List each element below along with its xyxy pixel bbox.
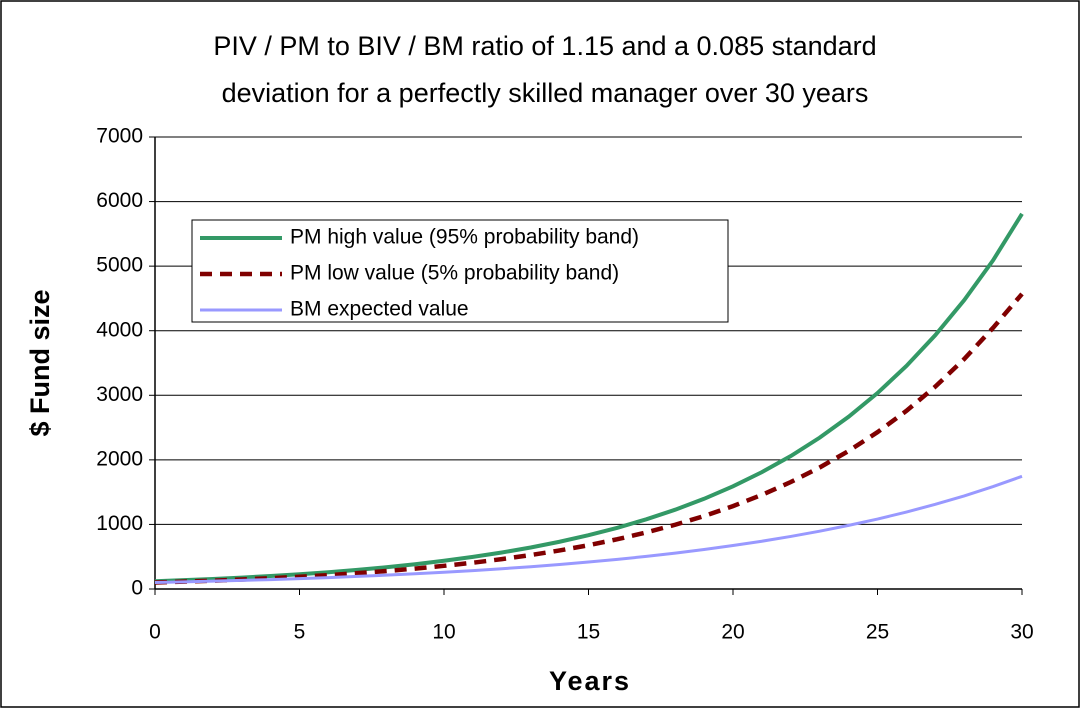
y-tick-label: 7000 (96, 125, 143, 148)
series-line (154, 474, 1023, 585)
legend-label: BM expected value (290, 298, 469, 321)
x-tick-label: 10 (432, 621, 455, 644)
x-tick-label: 30 (1010, 621, 1033, 644)
x-tick-label: 20 (721, 621, 744, 644)
series-line (154, 212, 1024, 584)
legend-label: PM high value (95% probability band) (290, 226, 639, 249)
y-tick-label: 0 (131, 577, 143, 600)
x-tick-label: 15 (577, 621, 600, 644)
chart-title: PIV / PM to BIV / BM ratio of 1.15 and a… (213, 31, 876, 61)
legend-label: PM low value (5% probability band) (290, 262, 619, 285)
y-tick-label: 5000 (96, 254, 143, 277)
y-tick-label: 6000 (96, 189, 143, 212)
y-axis-label: $ Fund size (25, 289, 55, 436)
y-tick-label: 1000 (96, 512, 143, 535)
x-tick-label: 25 (866, 621, 889, 644)
y-tick-label: 4000 (96, 318, 143, 341)
series-line (154, 292, 1024, 585)
x-tick-label: 0 (149, 621, 161, 644)
x-axis-label: Years (549, 666, 631, 696)
y-tick-label: 2000 (96, 447, 143, 470)
x-tick-label: 5 (294, 621, 306, 644)
chart-title: deviation for a perfectly skilled manage… (222, 78, 869, 108)
y-tick-label: 3000 (96, 383, 143, 406)
